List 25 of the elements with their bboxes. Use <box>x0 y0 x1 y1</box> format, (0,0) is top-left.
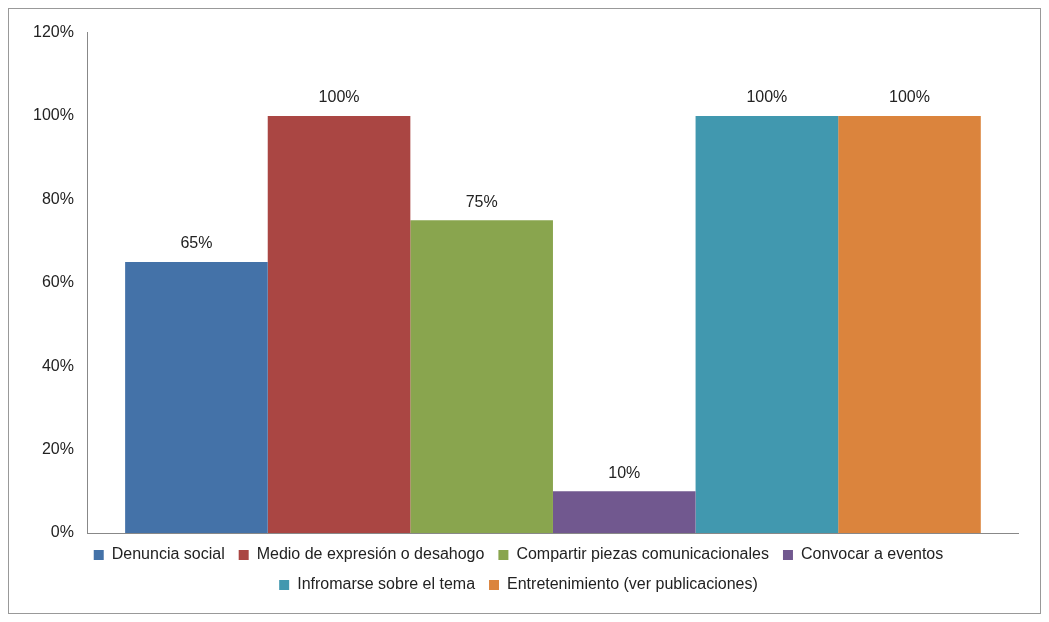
bar <box>838 116 981 533</box>
data-label: 100% <box>889 88 930 106</box>
data-label: 100% <box>318 88 360 106</box>
data-label: 75% <box>465 192 498 210</box>
legend-label: Compartir piezas comunicacionales <box>516 545 769 563</box>
legend-label: Convocar a eventos <box>800 545 944 563</box>
legend-label: Entretenimiento (ver publicaciones) <box>507 575 758 593</box>
data-label: 100% <box>746 88 788 106</box>
legend-label: Denuncia social <box>111 545 225 563</box>
y-tick-label: 40% <box>41 356 74 374</box>
data-label: 65% <box>180 234 213 252</box>
y-tick-label: 60% <box>41 273 74 291</box>
bar <box>695 116 839 533</box>
legend-label: Medio de expresión o desahogo <box>256 545 485 563</box>
data-label: 10% <box>608 463 641 481</box>
y-tick-label: 120% <box>33 23 74 41</box>
y-tick-label: 0% <box>50 523 74 541</box>
legend-label: Infromarse sobre el tema <box>297 575 476 593</box>
bar <box>267 116 411 533</box>
bar <box>125 261 268 533</box>
bar <box>552 491 696 533</box>
y-tick-label: 20% <box>41 440 74 458</box>
bar <box>410 220 553 533</box>
y-tick-label: 100% <box>33 106 74 124</box>
y-tick-label: 80% <box>41 189 74 207</box>
